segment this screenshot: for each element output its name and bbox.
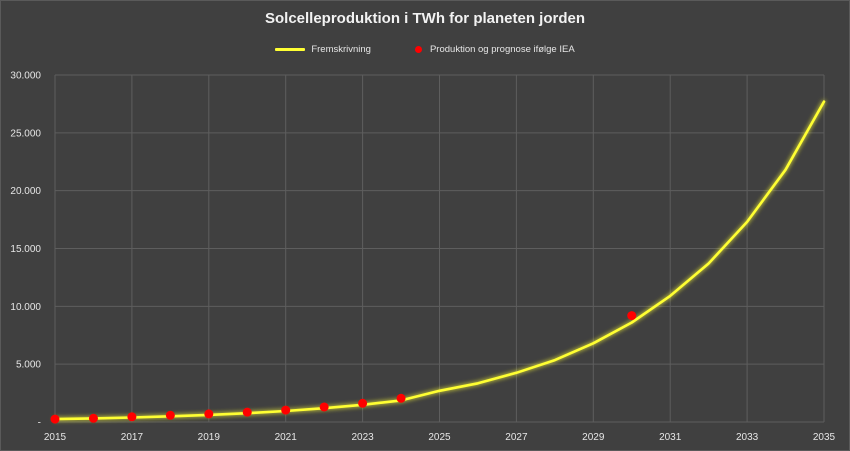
data-point-iea	[358, 398, 368, 408]
x-tick-label: 2021	[275, 432, 298, 443]
series-line-group	[53, 100, 826, 421]
legend-label-points: Produktion og prognose ifølge IEA	[429, 44, 575, 55]
data-point-iea	[204, 409, 214, 419]
x-tick-label: 2027	[505, 432, 528, 443]
data-point-iea	[396, 393, 406, 403]
x-tick-label: 2033	[736, 432, 759, 443]
data-point-iea	[627, 311, 637, 321]
chart-legend: Fremskrivning Produktion og prognose ifø…	[0, 44, 850, 55]
y-tick-label: -	[38, 418, 41, 429]
legend-item-points: Produktion og prognose ifølge IEA	[414, 44, 575, 55]
data-point-iea	[281, 405, 291, 415]
legend-line-swatch	[275, 48, 306, 51]
y-tick-label: 20.000	[10, 186, 41, 197]
legend-item-line: Fremskrivning	[275, 44, 371, 55]
data-point-iea	[319, 402, 329, 412]
y-tick-label: 25.000	[10, 128, 41, 139]
x-tick-label: 2015	[44, 432, 67, 443]
chart-title: Solcelleproduktion i TWh for planeten jo…	[264, 10, 585, 27]
x-tick-label: 2025	[428, 432, 451, 443]
x-tick-label: 2029	[582, 432, 605, 443]
data-point-iea	[50, 414, 60, 424]
x-tick-label: 2023	[351, 432, 374, 443]
data-point-iea	[127, 412, 137, 422]
x-tick-label: 2031	[659, 432, 682, 443]
series-points-group	[50, 311, 637, 424]
data-point-iea	[242, 407, 252, 417]
legend-dot-swatch	[414, 46, 422, 53]
x-tick-label: 2035	[813, 432, 836, 443]
y-tick-label: 15.000	[10, 244, 41, 255]
legend-label-line: Fremskrivning	[311, 44, 371, 55]
y-tick-label: 30.000	[10, 71, 41, 82]
data-point-iea	[165, 410, 175, 420]
x-tick-label: 2019	[198, 432, 221, 443]
x-tick-label: 2017	[121, 432, 144, 443]
axis-labels: - 5.000 10.000 15.000 20.000 25.000 30.000 2015…	[10, 71, 835, 444]
data-point-iea	[88, 413, 98, 423]
y-tick-label: 5.000	[16, 360, 41, 371]
series-line-fremskrivning	[53, 100, 826, 421]
y-tick-label: 10.000	[10, 302, 41, 313]
grid-lines	[54, 74, 825, 423]
